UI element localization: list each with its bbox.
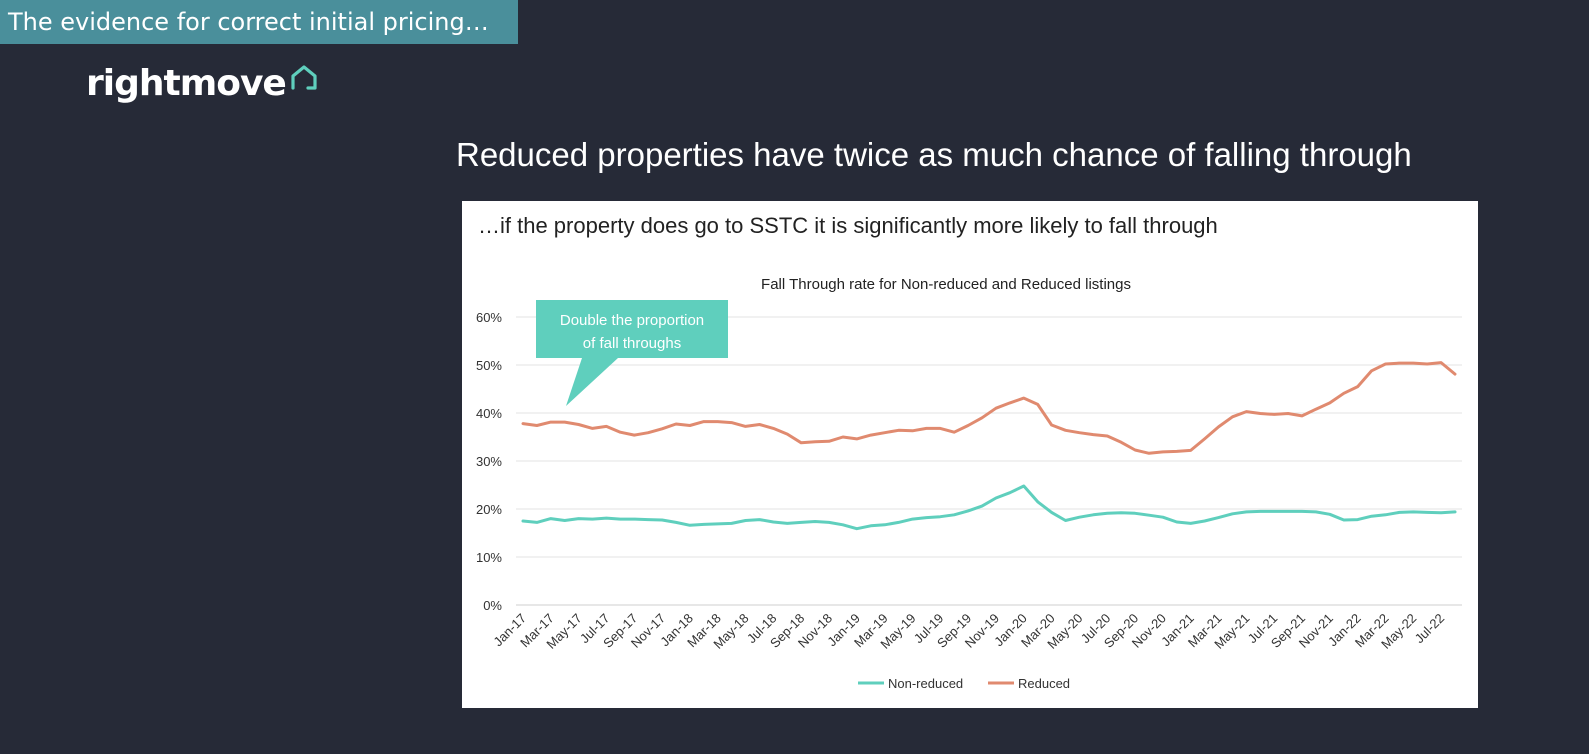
y-tick-label: 60% [476, 310, 502, 325]
y-tick-label: 40% [476, 406, 502, 421]
series-line-reduced [521, 361, 1457, 455]
x-tick-label: Jul-22 [1412, 611, 1448, 647]
callout-bubble [536, 300, 728, 406]
y-tick-label: 30% [476, 454, 502, 469]
y-tick-label: 20% [476, 502, 502, 517]
callout-line-2: of fall throughs [583, 335, 681, 352]
grid-lines [516, 316, 1462, 606]
logo-text: rightmove [86, 63, 287, 104]
banner-title: The evidence for correct initial pricing… [8, 8, 489, 36]
series-line-nonreduced [521, 484, 1457, 531]
callout-line-1: Double the proportion [560, 312, 704, 329]
rightmove-logo: rightmove [86, 58, 318, 110]
legend-label-reduced: Reduced [1018, 676, 1070, 691]
y-tick-label: 0% [483, 598, 502, 613]
fall-through-chart: Fall Through rate for Non-reduced and Re… [476, 276, 1462, 691]
legend: Non-reduced Reduced [858, 676, 1070, 691]
legend-label-nonreduced: Non-reduced [888, 676, 963, 691]
slide-banner: The evidence for correct initial pricing… [0, 0, 518, 44]
y-tick-label: 10% [476, 550, 502, 565]
house-icon [291, 65, 317, 90]
slide-headline: Reduced properties have twice as much ch… [456, 136, 1412, 173]
chart-panel: …if the property does go to SSTC it is s… [462, 201, 1478, 708]
y-axis-ticks: 0% 10% 20% 30% 40% 50% 60% [476, 310, 502, 613]
y-tick-label: 50% [476, 358, 502, 373]
panel-subtitle: …if the property does go to SSTC it is s… [478, 213, 1218, 238]
callout: Double the proportion of fall throughs [536, 300, 728, 406]
x-axis-ticks: Jan-17Mar-17May-17Jul-17Sep-17Nov-17Jan-… [490, 611, 1447, 652]
series-lines [521, 361, 1457, 531]
chart-title: Fall Through rate for Non-reduced and Re… [761, 276, 1131, 293]
